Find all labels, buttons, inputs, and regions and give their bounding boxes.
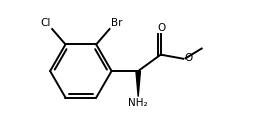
Text: Br: Br	[110, 18, 122, 28]
Text: O: O	[158, 23, 166, 33]
Polygon shape	[136, 71, 140, 97]
Text: O: O	[185, 53, 193, 63]
Text: Cl: Cl	[41, 18, 51, 28]
Text: NH₂: NH₂	[128, 98, 148, 108]
